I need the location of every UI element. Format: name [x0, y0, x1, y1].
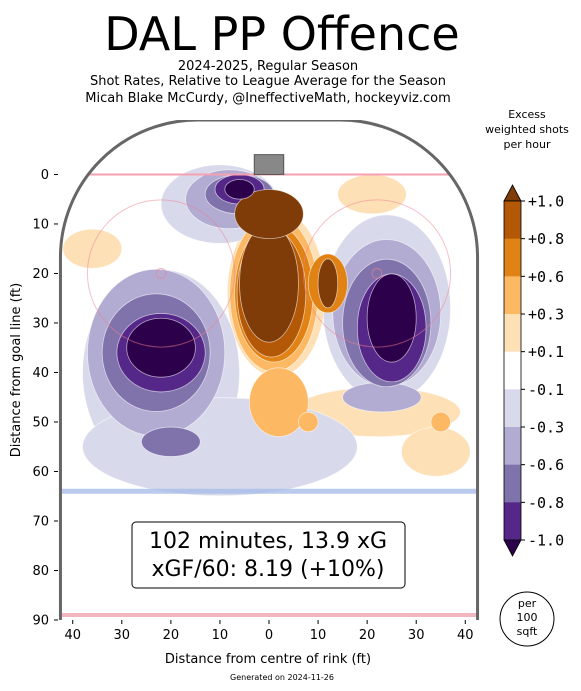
density-region-11	[248, 367, 309, 437]
colorbar-tick-label-6: -0.3	[528, 419, 564, 437]
colorbar-tick-label-9: -1.0	[528, 532, 564, 550]
density-region-28	[239, 224, 299, 343]
unit-line-2: 100	[517, 611, 538, 624]
y-tick-label-9: 90	[32, 614, 49, 629]
y-tick-label-6: 60	[32, 465, 49, 480]
stats-line-2: xGF/60: 8.19 (+10%)	[151, 557, 384, 582]
colorbar-tick-label-0: +1.0	[528, 193, 564, 211]
colorbar-ticks: +1.0 +0.8 +0.6 +0.3 +0.1 -0.1 -0.3 -0.6 -0.8 -1.0	[521, 193, 564, 550]
x-tick-label-7: 30	[408, 628, 425, 643]
density-region-31	[126, 317, 196, 378]
x-tick-label-1: 30	[114, 628, 131, 643]
colorbar-tick-label-4: +0.1	[528, 343, 564, 361]
colorbar-band-0	[504, 201, 521, 239]
y-tick-label-3: 30	[32, 316, 49, 331]
unit-badge: per 100 sqft	[499, 591, 555, 647]
right-faceoff-circle	[302, 199, 452, 348]
stats-box: 102 minutes, 13.9 xG xGF/60: 8.19 (+10%)	[131, 521, 406, 589]
plot-area	[58, 120, 480, 620]
colorbar: Excess weighted shots per hour +1.0+0.8+…	[485, 108, 569, 557]
unit-line-3: sqft	[517, 625, 538, 638]
x-tick-label-3: 10	[212, 628, 229, 643]
colorbar-title-line-3: per hour	[504, 138, 551, 151]
density-region-13	[430, 411, 451, 433]
x-tick-label-0: 40	[64, 628, 81, 643]
y-axis-label: Distance from goal line (ft)	[9, 283, 24, 457]
chart-subtitle-line-2: Shot Rates, Relative to League Average f…	[90, 74, 446, 89]
density-layer	[60, 164, 478, 618]
x-axis-label: Distance from centre of rink (ft)	[165, 652, 371, 667]
x-tick-label-2: 20	[163, 628, 180, 643]
density-region-5	[337, 174, 407, 215]
x-tick-label-8: 40	[457, 628, 474, 643]
chart-title: DAL PP Offence	[104, 7, 459, 61]
colorbar-tick-label-5: -0.1	[528, 381, 564, 399]
density-region-33	[224, 179, 255, 200]
colorbar-tick-label-3: +0.3	[528, 306, 564, 324]
y-tick-label-5: 50	[32, 415, 49, 430]
goal-net	[253, 154, 285, 175]
y-tick-label-0: 0	[41, 168, 49, 183]
x-tick-label-5: 10	[310, 628, 327, 643]
x-tick-label-6: 20	[359, 628, 376, 643]
density-region-32	[366, 273, 417, 363]
colorbar-tick-label-2: +0.6	[528, 268, 564, 286]
left-faceoff-circle	[86, 199, 236, 348]
colorbar-tick-label-7: -0.6	[528, 456, 564, 474]
density-region-17	[342, 382, 422, 413]
colorbar-band-2	[504, 276, 521, 315]
colorbar-tick-label-8: -0.8	[528, 494, 564, 512]
colorbar-band-3	[504, 314, 521, 352]
rink-boards	[58, 120, 480, 620]
y-tick-label-2: 20	[32, 267, 49, 282]
colorbar-frame	[503, 200, 522, 541]
density-region-3	[62, 228, 123, 269]
stats-line-1: 102 minutes, 13.9 xG	[149, 529, 387, 554]
colorbar-title-line-2: weighted shots	[485, 123, 569, 136]
colorbar-title-line-1: Excess	[508, 108, 546, 121]
colorbar-band-4	[504, 351, 521, 390]
colorbar-bands	[503, 184, 522, 557]
colorbar-extend-top	[503, 184, 522, 202]
density-region-12	[298, 411, 319, 433]
colorbar-band-8	[504, 502, 521, 541]
density-region-30	[317, 258, 339, 309]
colorbar-extend-bottom	[503, 539, 522, 557]
colorbar-tick-label-1: +0.8	[528, 230, 564, 248]
y-tick-label-7: 70	[32, 514, 49, 529]
x-tick-label-4: 0	[265, 628, 273, 643]
right-faceoff-dot	[371, 268, 383, 279]
colorbar-band-1	[504, 238, 521, 277]
colorbar-band-6	[504, 427, 521, 465]
chart-subtitle-line-1: 2024-2025, Regular Season	[178, 59, 358, 74]
unit-line-1: per	[518, 597, 537, 610]
colorbar-band-7	[504, 464, 521, 503]
y-tick-label-1: 10	[32, 217, 49, 232]
y-tick-label-8: 80	[32, 564, 49, 579]
colorbar-band-5	[504, 389, 521, 428]
left-faceoff-dot	[155, 268, 167, 279]
density-regions	[62, 164, 471, 497]
density-region-2	[401, 426, 471, 477]
chart-subtitle-line-3: Micah Blake McCurdy, @IneffectiveMath, h…	[85, 91, 451, 106]
density-region-23	[141, 426, 201, 457]
y-axis: 0 10 20 30 40 50 60 70 80 90	[32, 168, 58, 629]
x-axis: 40 30 20 10 0 10 20 30 40	[64, 620, 474, 643]
y-tick-label-4: 40	[32, 366, 49, 381]
density-region-29	[234, 189, 304, 239]
generated-footer: Generated on 2024-11-26	[230, 673, 334, 682]
